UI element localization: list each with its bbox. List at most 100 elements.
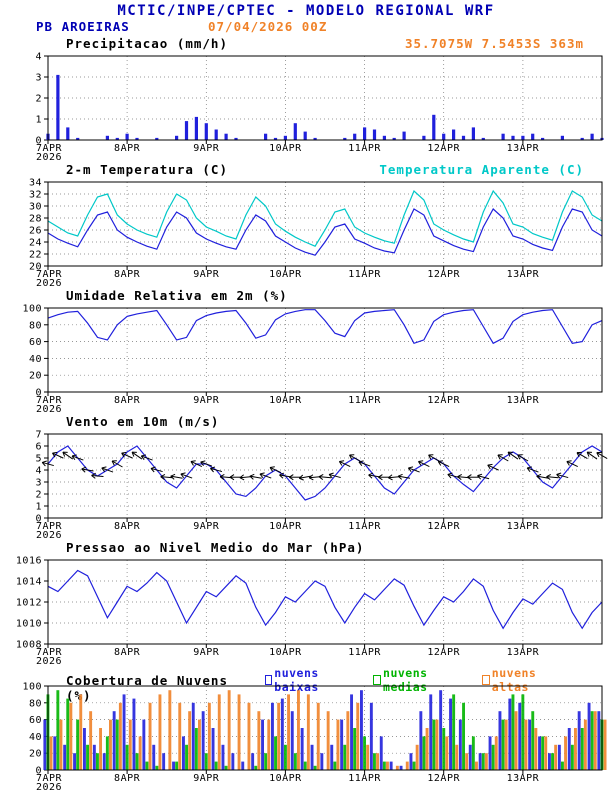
svg-text:7APR: 7APR [36, 647, 63, 658]
svg-text:1016: 1016 [16, 556, 42, 567]
svg-text:7APR: 7APR [36, 521, 63, 532]
svg-text:9APR: 9APR [193, 521, 220, 532]
svg-text:0: 0 [35, 766, 42, 777]
svg-text:20: 20 [29, 749, 42, 760]
svg-text:24: 24 [29, 238, 42, 249]
svg-text:4: 4 [35, 52, 42, 63]
svg-text:1014: 1014 [16, 577, 42, 588]
svg-text:3: 3 [35, 73, 42, 84]
svg-text:1: 1 [35, 115, 42, 126]
svg-text:2026: 2026 [36, 782, 62, 792]
legend-mid-clouds: nuvens medias [373, 666, 473, 694]
svg-text:10APR: 10APR [269, 773, 302, 784]
legend-low-clouds: nuvens baixas [264, 666, 365, 694]
svg-text:0: 0 [35, 514, 42, 525]
svg-text:9APR: 9APR [193, 647, 220, 658]
svg-text:9APR: 9APR [193, 773, 220, 784]
panel-title-pressure: Pressao ao Nivel Medio do Mar (hPa) [66, 540, 365, 555]
panel-cloud-cover: Cobertura de Nuvens (%) nuvens baixas nu… [0, 666, 612, 792]
run-datetime: 07/04/2026 00Z [208, 19, 328, 34]
legend-high-clouds: nuvens altas [482, 666, 575, 694]
svg-text:100: 100 [22, 304, 42, 315]
svg-text:11APR: 11APR [348, 521, 381, 532]
svg-text:0: 0 [35, 136, 42, 147]
svg-text:22: 22 [29, 250, 42, 261]
svg-text:12APR: 12APR [427, 647, 460, 658]
legend-label-high: nuvens altas [491, 666, 537, 694]
svg-text:10APR: 10APR [269, 521, 302, 532]
svg-text:1008: 1008 [16, 640, 42, 651]
svg-text:40: 40 [29, 354, 42, 365]
svg-text:1: 1 [35, 502, 42, 513]
svg-text:8APR: 8APR [114, 773, 141, 784]
svg-text:7: 7 [35, 430, 42, 441]
svg-text:4: 4 [35, 466, 42, 477]
svg-text:11APR: 11APR [348, 395, 381, 406]
svg-text:80: 80 [29, 698, 42, 709]
header-subrow: PB AROEIRAS 07/04/2026 00Z [0, 19, 612, 36]
station-coordinates: 35.7075W 7.5453S 363m [404, 36, 584, 51]
svg-text:28: 28 [29, 214, 42, 225]
svg-text:80: 80 [29, 320, 42, 331]
legend-swatch-high [482, 675, 490, 685]
svg-text:2026: 2026 [36, 530, 62, 540]
svg-text:8APR: 8APR [114, 521, 141, 532]
panel-title-wind: Vento em 10m (m/s) [66, 414, 220, 429]
svg-text:11APR: 11APR [348, 143, 381, 154]
svg-text:2026: 2026 [36, 152, 62, 162]
svg-text:2026: 2026 [36, 278, 62, 288]
svg-text:60: 60 [29, 337, 42, 348]
panel-wind: Vento em 10m (m/s) 0 1 2 3 4 5 6 7 7APR 2026 8APR 9… [0, 414, 612, 540]
svg-text:100: 100 [22, 682, 42, 693]
svg-text:34: 34 [29, 178, 42, 189]
legend-label-low: nuvens baixas [274, 666, 319, 694]
svg-text:3: 3 [35, 478, 42, 489]
svg-text:9APR: 9APR [193, 395, 220, 406]
legend-swatch-mid [373, 675, 382, 685]
svg-text:1010: 1010 [16, 619, 42, 630]
svg-text:8APR: 8APR [114, 143, 141, 154]
svg-text:13APR: 13APR [507, 143, 540, 154]
svg-text:10APR: 10APR [269, 269, 302, 280]
panel-pressure: Pressao ao Nivel Medio do Mar (hPa) 1008… [0, 540, 612, 666]
svg-text:13APR: 13APR [507, 773, 540, 784]
panel-precipitation: Precipitacao (mm/h) 35.7075W 7.5453S 363… [0, 36, 612, 162]
svg-text:10APR: 10APR [269, 395, 302, 406]
svg-text:1012: 1012 [16, 598, 42, 609]
svg-text:40: 40 [29, 732, 42, 743]
svg-text:13APR: 13APR [507, 269, 540, 280]
svg-text:12APR: 12APR [427, 773, 460, 784]
svg-text:11APR: 11APR [348, 647, 381, 658]
svg-text:11APR: 11APR [348, 773, 381, 784]
svg-text:2026: 2026 [36, 404, 62, 414]
svg-text:13APR: 13APR [507, 395, 540, 406]
svg-text:10APR: 10APR [269, 143, 302, 154]
svg-text:13APR: 13APR [507, 647, 540, 658]
cloud-legend: nuvens baixas nuvens medias nuvens altas [264, 666, 584, 694]
svg-text:8APR: 8APR [114, 647, 141, 658]
svg-text:0: 0 [35, 388, 42, 399]
svg-text:20: 20 [29, 371, 42, 382]
panel-humidity: Umidade Relativa em 2m (%) 0 20 40 60 80 100 7… [0, 288, 612, 414]
svg-text:7APR: 7APR [36, 269, 63, 280]
panel-title-cloud-cover: Cobertura de Nuvens (%) [66, 673, 228, 703]
svg-text:7APR: 7APR [36, 143, 63, 154]
svg-text:26: 26 [29, 226, 42, 237]
svg-text:2: 2 [35, 490, 42, 501]
svg-text:9APR: 9APR [193, 143, 220, 154]
svg-text:9APR: 9APR [193, 269, 220, 280]
main-title: MCTIC/INPE/CPTEC - MODELO REGIONAL WRF [117, 3, 495, 19]
svg-text:60: 60 [29, 715, 42, 726]
svg-text:7APR: 7APR [36, 773, 63, 784]
panel-title-temperature: 2-m Temperatura (C) [66, 162, 228, 177]
svg-text:32: 32 [29, 190, 42, 201]
svg-text:5: 5 [35, 454, 42, 465]
svg-text:8APR: 8APR [114, 395, 141, 406]
header: MCTIC/INPE/CPTEC - MODELO REGIONAL WRF P… [0, 3, 612, 36]
